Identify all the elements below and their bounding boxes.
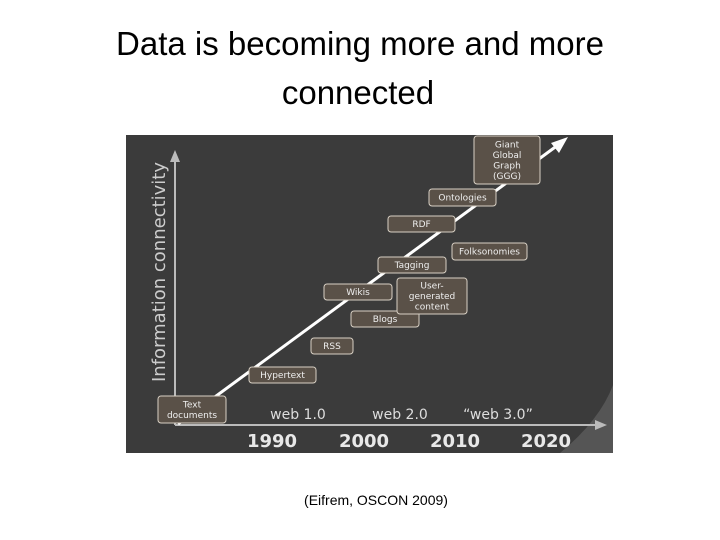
node-label: RSS xyxy=(323,342,341,352)
era-label: “web 3.0” xyxy=(463,407,533,423)
node-box xyxy=(350,310,420,328)
era-label: web 1.0 xyxy=(270,407,326,423)
y-axis-label: Information connectivity xyxy=(149,162,170,382)
node-label: Blogs xyxy=(373,315,398,325)
node-label: Giant xyxy=(495,140,520,150)
growth-arrowhead xyxy=(551,137,568,153)
title-line: Data is becoming more and more xyxy=(116,25,604,62)
node-label: content xyxy=(415,303,450,313)
node-label: (GGG) xyxy=(493,172,521,182)
node: Wikis xyxy=(323,283,393,301)
node-label: documents xyxy=(167,411,217,421)
node-box xyxy=(451,242,528,261)
node-label: Graph xyxy=(493,161,521,171)
node: Tagging xyxy=(377,256,447,274)
y-axis-arrow xyxy=(170,150,180,162)
node: RSS xyxy=(310,337,354,355)
node-label: RDF xyxy=(412,220,430,230)
node: RDF xyxy=(387,215,456,233)
node: Hypertext xyxy=(248,366,317,384)
node-box xyxy=(323,283,393,301)
node-box xyxy=(157,395,227,424)
year-label: 2000 xyxy=(339,431,389,452)
node-box xyxy=(396,277,468,315)
node-label: Wikis xyxy=(346,288,370,298)
node-label: generated xyxy=(409,292,456,302)
node-label: Tagging xyxy=(394,261,430,271)
node-label: Ontologies xyxy=(438,194,487,204)
node-box xyxy=(377,256,447,274)
node-box xyxy=(428,188,497,207)
year-label: 2010 xyxy=(430,431,480,452)
node-label: Folksonomies xyxy=(459,248,520,258)
node-box xyxy=(248,366,317,384)
node: Ontologies xyxy=(428,188,497,207)
node-label: Hypertext xyxy=(260,371,305,381)
node-box xyxy=(310,337,354,355)
node: Folksonomies xyxy=(451,242,528,261)
caption: (Eifrem, OSCON 2009) xyxy=(304,492,448,508)
year-label: 2020 xyxy=(521,431,571,452)
node-box xyxy=(473,135,541,185)
title-line: connected xyxy=(282,74,434,111)
year-label: 1990 xyxy=(247,431,297,452)
node-label: Text xyxy=(182,400,202,410)
decor xyxy=(560,385,613,453)
era-label: web 2.0 xyxy=(372,407,428,423)
x-axis-arrow xyxy=(595,420,607,430)
node-label: Global xyxy=(493,151,522,161)
node-box xyxy=(387,215,456,233)
node-label: User- xyxy=(420,282,443,292)
node: Blogs xyxy=(350,310,420,328)
